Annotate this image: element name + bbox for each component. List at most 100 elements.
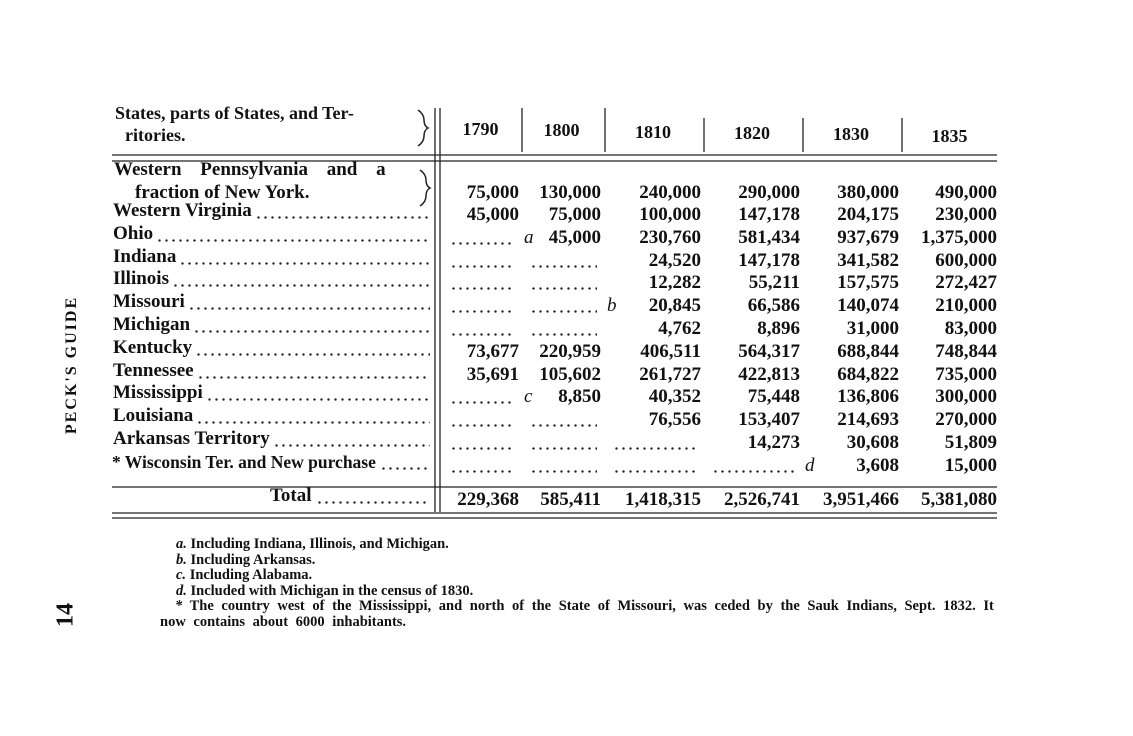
cell-value: 35,691 xyxy=(466,363,519,385)
cell-value: 153,407 xyxy=(738,409,800,431)
dot-leader xyxy=(530,310,597,314)
dot-leader xyxy=(450,469,515,473)
dot-leader xyxy=(379,466,430,470)
footnote-mark: b xyxy=(607,295,617,317)
row-label: Western Pennsylvania and a xyxy=(114,159,386,180)
cell-value: 76,556 xyxy=(648,409,701,431)
dot-leader xyxy=(613,469,697,473)
cell: a 45,000 xyxy=(524,227,601,249)
footnote-text: Including Indiana, Illinois, and Michiga… xyxy=(190,536,449,552)
footnote-text: Included with Michigan in the census of … xyxy=(190,582,474,599)
cell-value: 214,693 xyxy=(837,409,899,431)
footnote-text: The country west of the Mississippi, and… xyxy=(160,598,994,630)
dot-leader xyxy=(196,421,430,425)
footnote-mark: a. xyxy=(176,536,187,552)
cell-value: 937,679 xyxy=(837,226,899,248)
row-label: Ohio xyxy=(113,222,154,244)
cell-value: 261,727 xyxy=(639,363,701,385)
header-label: States, parts of States, and Ter- xyxy=(115,103,354,123)
cell-value: 380,000 xyxy=(837,182,899,203)
cell-value: 51,809 xyxy=(944,432,997,453)
header-year: 1830 xyxy=(833,124,869,145)
dot-leader xyxy=(530,424,597,428)
row-label: Mississippi xyxy=(113,382,203,404)
dot-leader xyxy=(195,352,430,356)
dot-leader xyxy=(315,501,430,504)
dot-leader xyxy=(450,310,515,314)
cell-value: 45,000 xyxy=(548,226,601,248)
cell-value: 230,760 xyxy=(639,226,701,248)
footnote: a. Including Indiana, Illinois, and Mich… xyxy=(176,536,449,552)
cell-value: 24,520 xyxy=(648,249,701,271)
cell-value: 75,448 xyxy=(747,386,800,408)
cell-value: 12,282 xyxy=(648,272,701,294)
cell-value: 204,175 xyxy=(837,204,899,225)
row-label: Louisiana xyxy=(113,405,194,427)
cell-value: 220,959 xyxy=(539,340,601,362)
cell-value: 229,368 xyxy=(457,489,519,510)
row-label: Kentucky xyxy=(113,336,193,358)
dot-leader xyxy=(196,375,430,379)
running-title: PECK'S GUIDE xyxy=(63,295,80,435)
cell-value: 73,677 xyxy=(466,340,519,362)
dot-leader xyxy=(530,264,597,268)
cell-value: 100,000 xyxy=(639,204,701,225)
cell-value: 210,000 xyxy=(935,295,997,317)
dot-leader xyxy=(613,447,697,450)
cell-value: 83,000 xyxy=(944,318,997,339)
dot-leader xyxy=(450,287,515,291)
footnote-mark: d. xyxy=(176,582,187,599)
dot-leader xyxy=(530,447,597,450)
cell-value: 8,896 xyxy=(757,318,800,339)
cell-value: 75,000 xyxy=(548,204,601,225)
cell-value: 8,850 xyxy=(558,386,601,408)
footnote: d. Included with Michigan in the census … xyxy=(176,583,473,599)
row-label: fraction of New York. xyxy=(135,182,310,203)
cell-value: 406,511 xyxy=(640,340,701,362)
dot-leader xyxy=(171,284,430,288)
cell-value: 157,575 xyxy=(837,272,899,294)
footnote-text: Including Arkansas. xyxy=(190,551,316,568)
cell-value: 147,178 xyxy=(738,204,800,225)
cell-value: 341,582 xyxy=(837,249,899,271)
cell-value: 748,844 xyxy=(935,340,997,362)
cell-value: 147,178 xyxy=(738,249,800,271)
cell-value: 564,317 xyxy=(738,340,800,362)
row-label: Tennessee xyxy=(113,359,194,381)
cell: b 20,845 xyxy=(607,295,701,317)
cell-value: 4,762 xyxy=(658,318,701,339)
row-label: Missouri xyxy=(113,291,185,313)
cell-value: 31,000 xyxy=(846,318,899,339)
cell-value: 688,844 xyxy=(837,340,899,362)
dot-leader xyxy=(450,401,515,405)
footnote-mark: * xyxy=(175,598,183,614)
dot-leader xyxy=(179,261,430,265)
dot-leader xyxy=(272,444,430,447)
total-label: Total xyxy=(270,485,312,506)
dot-leader xyxy=(530,469,597,473)
cell-value: 3,951,466 xyxy=(823,489,899,510)
footnote: * The country west of the Mississippi, a… xyxy=(160,598,995,630)
dot-leader xyxy=(193,330,430,333)
cell-value: 2,526,741 xyxy=(724,489,800,510)
row-label: Western Virginia xyxy=(113,200,252,221)
row-label: Michigan xyxy=(113,314,191,335)
cell-value: 230,000 xyxy=(935,204,997,225)
cell-value: 270,000 xyxy=(935,409,997,431)
cell-value: 581,434 xyxy=(738,226,800,248)
cell-value: 422,813 xyxy=(738,363,800,385)
cell-value: 14,273 xyxy=(747,432,800,453)
dot-leader xyxy=(205,398,430,402)
footnote-mark: a xyxy=(524,226,534,248)
dot-leader xyxy=(187,307,430,311)
cell-value: 75,000 xyxy=(466,182,519,203)
cell-value: 15,000 xyxy=(944,454,997,476)
dot-leader xyxy=(450,333,515,336)
cell-value: 55,211 xyxy=(748,272,800,294)
cell-value: 684,822 xyxy=(837,363,899,385)
footnote-mark: c. xyxy=(176,567,187,583)
cell-value: 30,608 xyxy=(846,432,899,453)
cell-value: 600,000 xyxy=(935,249,997,271)
